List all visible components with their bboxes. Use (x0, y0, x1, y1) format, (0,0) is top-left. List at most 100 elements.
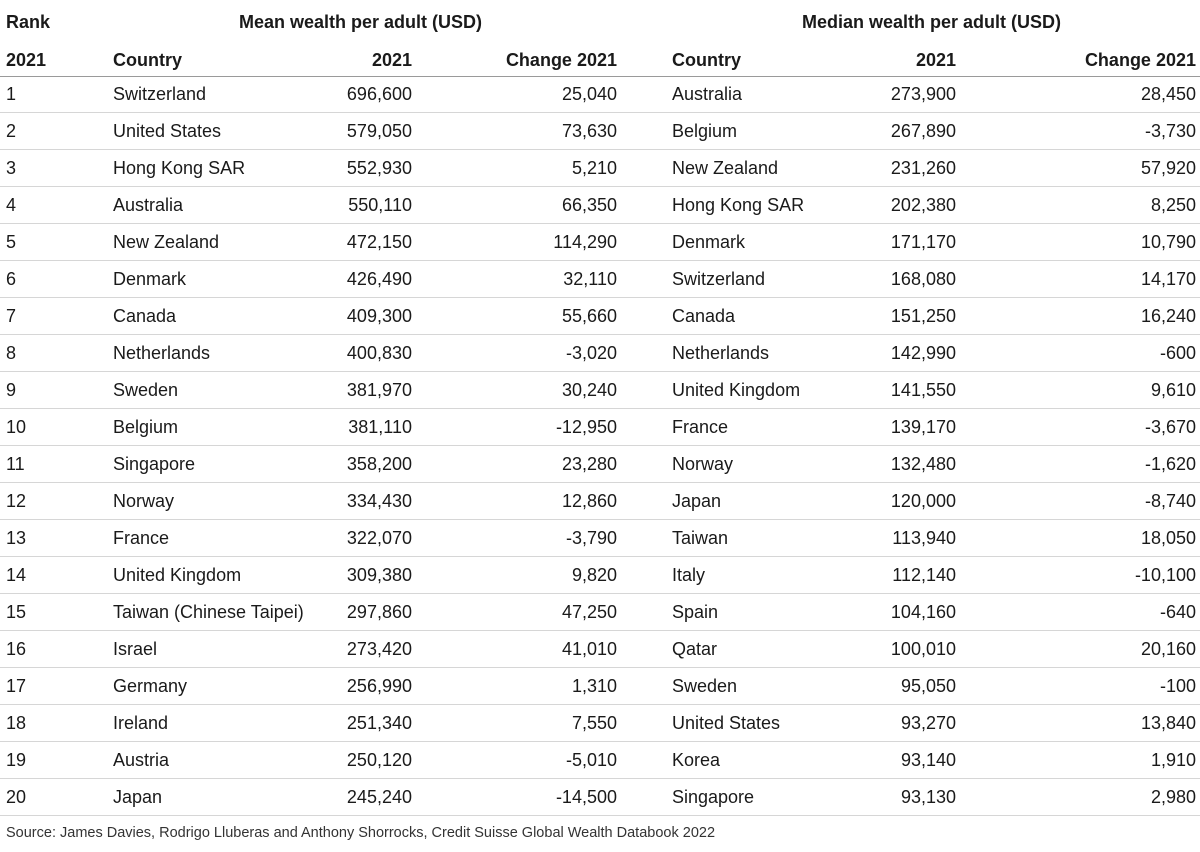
median-change-header: Change 2021 (1084, 50, 1196, 70)
median-wealth-cell: 93,140 (900, 750, 956, 770)
median-wealth-cell: 139,170 (890, 417, 956, 437)
mean-change-cell: 32,110 (563, 269, 617, 289)
mean-change-cell: 41,010 (561, 639, 617, 659)
table-row: 16 Israel 273,420 41,010 Qatar 100,010 20,160 (0, 631, 1200, 668)
mean-wealth-cell: 550,110 (348, 195, 412, 215)
source-note: Source: James Davies, Rodrigo Lluberas a… (6, 825, 716, 841)
mean-wealth-cell: 426,490 (346, 269, 412, 289)
wealth-table-body: 1 Switzerland 696,600 25,040 Australia 273,90… (0, 76, 1200, 816)
mean-wealth-cell: 409,300 (346, 306, 412, 326)
mean-change-cell: -14,500 (555, 787, 617, 807)
table-row: 2 United States 579,050 73,630 Belgium 267,89… (0, 113, 1200, 150)
median-wealth-cell: 202,380 (890, 195, 956, 215)
median-country-cell: Belgium (672, 121, 738, 141)
mean-wealth-cell: 552,930 (346, 158, 412, 178)
mean-country-cell: Australia (113, 195, 184, 215)
mean-country-cell: Germany (113, 676, 188, 696)
rank-cell: 15 (6, 602, 27, 622)
mean-country-cell: New Zealand (113, 232, 220, 252)
median-change-cell: 57,920 (1140, 158, 1196, 178)
rank-header: Rank (6, 12, 51, 32)
table-row: 14 United Kingdom 309,380 9,820 Italy 112,140… (0, 557, 1200, 594)
mean-country-cell: Norway (113, 491, 175, 511)
mean-change-cell: 47,250 (561, 602, 617, 622)
mean-wealth-cell: 696,600 (346, 84, 412, 104)
mean-change-cell: 1,310 (571, 676, 617, 696)
rank-cell: 14 (6, 565, 27, 585)
mean-country-cell: Singapore (113, 454, 196, 474)
median-wealth-cell: 100,010 (890, 639, 956, 659)
mean-wealth-cell: 381,110 (348, 417, 412, 437)
mean-country-header: Country (113, 50, 182, 70)
mean-wealth-cell: 579,050 (346, 121, 412, 141)
median-year-header: 2021 (915, 50, 956, 70)
mean-wealth-cell: 256,990 (346, 676, 412, 696)
mean-wealth-cell: 250,120 (346, 750, 412, 770)
table-row: 15 Taiwan (Chinese Taipei) 297,860 47,250 Sp… (0, 594, 1200, 631)
mean-wealth-cell: 309,380 (346, 565, 412, 585)
median-change-cell: 1,910 (1150, 750, 1196, 770)
mean-change-cell: 23,280 (561, 454, 617, 474)
median-country-cell: Japan (672, 491, 722, 511)
table-row: 4 Australia 550,110 66,350 Hong Kong SAR 202,… (0, 187, 1200, 224)
mean-change-cell: 30,240 (561, 380, 617, 400)
mean-change-cell: 55,660 (561, 306, 617, 326)
median-country-cell: Hong Kong SAR (672, 195, 805, 215)
table-row: 11 Singapore 358,200 23,280 Norway 132,480 -1,… (0, 446, 1200, 483)
median-country-cell: New Zealand (672, 158, 779, 178)
median-country-cell: Qatar (672, 639, 718, 659)
median-change-cell: 2,980 (1150, 787, 1196, 807)
median-country-header: Country (672, 50, 741, 70)
mean-wealth-cell: 297,860 (346, 602, 412, 622)
rank-cell: 9 (6, 380, 17, 400)
median-wealth-cell: 93,270 (900, 713, 956, 733)
median-change-cell: -1,620 (1144, 454, 1196, 474)
rank-cell: 4 (6, 195, 17, 215)
mean-change-cell: 12,860 (561, 491, 617, 511)
median-wealth-cell: 168,080 (890, 269, 956, 289)
median-country-cell: United States (672, 713, 781, 733)
mean-country-cell: Sweden (113, 380, 179, 400)
mean-country-cell: Austria (113, 750, 170, 770)
table-row: 9 Sweden 381,970 30,240 United Kingdom 141,55… (0, 372, 1200, 409)
mean-change-cell: 73,630 (561, 121, 617, 141)
median-wealth-cell: 231,260 (890, 158, 956, 178)
table-row: 20 Japan 245,240 -14,500 Singapore 93,130 2,98… (0, 779, 1200, 816)
header-row-titles: Rank Mean wealth per adult (USD) Median … (0, 4, 1200, 40)
table-row: 5 New Zealand 472,150 114,290 Denmark 171,170… (0, 224, 1200, 261)
table-row: 18 Ireland 251,340 7,550 United States 93,270… (0, 705, 1200, 742)
median-country-cell: France (672, 417, 729, 437)
mean-change-cell: 5,210 (571, 158, 617, 178)
table-row: 19 Austria 250,120 -5,010 Korea 93,140 1,910 (0, 742, 1200, 779)
header-divider (0, 76, 1200, 77)
median-wealth-cell: 132,480 (890, 454, 956, 474)
median-wealth-cell: 141,550 (890, 380, 956, 400)
median-wealth-cell: 113,940 (892, 528, 956, 548)
rank-cell: 2 (6, 121, 17, 141)
rank-cell: 6 (6, 269, 17, 289)
mean-country-cell: France (113, 528, 170, 548)
median-change-cell: -3,730 (1144, 121, 1196, 141)
rank-cell: 20 (6, 787, 27, 807)
median-change-cell: -3,670 (1144, 417, 1196, 437)
rank-cell: 13 (6, 528, 27, 548)
median-change-cell: -10,100 (1134, 565, 1196, 585)
mean-country-cell: Hong Kong SAR (113, 158, 246, 178)
mean-change-cell: 9,820 (571, 565, 617, 585)
mean-country-cell: Taiwan (Chinese Taipei) (113, 602, 304, 622)
rank-cell: 12 (6, 491, 27, 511)
table-row: 12 Norway 334,430 12,860 Japan 120,000 -8,740 (0, 483, 1200, 520)
median-country-cell: Sweden (672, 676, 738, 696)
median-change-cell: 14,170 (1140, 269, 1196, 289)
mean-country-cell: Ireland (113, 713, 169, 733)
mean-change-cell: -12,950 (555, 417, 617, 437)
mean-wealth-title: Mean wealth per adult (USD) (239, 12, 483, 32)
median-wealth-cell: 95,050 (900, 676, 956, 696)
median-country-cell: Korea (672, 750, 721, 770)
mean-change-cell: 66,350 (561, 195, 617, 215)
median-change-cell: 18,050 (1140, 528, 1196, 548)
mean-wealth-cell: 322,070 (346, 528, 412, 548)
median-change-cell: 10,790 (1140, 232, 1196, 252)
median-wealth-cell: 112,140 (892, 565, 956, 585)
median-wealth-cell: 120,000 (890, 491, 956, 511)
